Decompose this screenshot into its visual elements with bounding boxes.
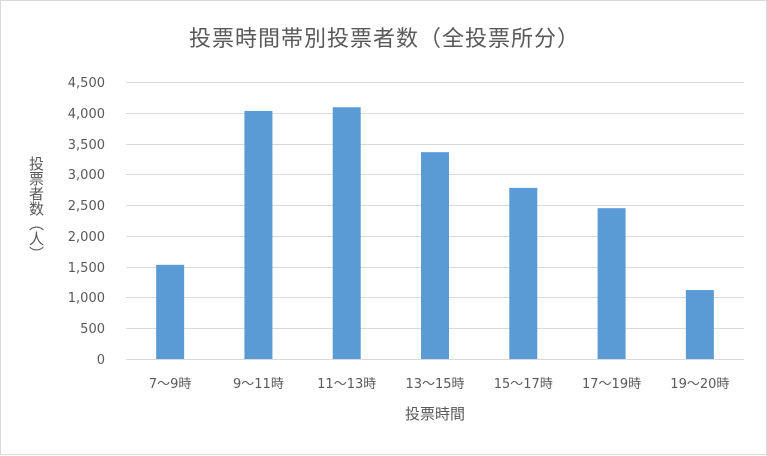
y-tick-label: 3,000	[68, 168, 105, 183]
x-tick-label: 7～9時	[149, 377, 192, 392]
bar	[421, 152, 449, 359]
y-tick-label: 1,000	[68, 291, 105, 306]
y-axis-label: 投票者数（人）	[27, 156, 45, 261]
x-tick-label: 19～20時	[670, 377, 729, 392]
x-tick-label: 15～17時	[494, 377, 553, 392]
x-tick-label: 11～13時	[317, 377, 376, 392]
chart-title: 投票時間帯別投票者数（全投票所分）	[188, 27, 580, 52]
x-tick-label: 9～11時	[233, 377, 284, 392]
bar	[244, 110, 273, 359]
y-tick-label: 500	[80, 322, 105, 337]
x-axis-label: 投票時間	[404, 405, 465, 423]
bar	[685, 290, 714, 359]
y-tick-label: 2,000	[68, 230, 105, 245]
y-tick-label: 3,500	[68, 138, 105, 153]
y-tick-label: 4,000	[68, 107, 105, 122]
bar	[509, 187, 538, 359]
y-tick-label: 2,500	[68, 199, 105, 214]
y-tick-label: 4,500	[68, 76, 105, 91]
y-tick-label: 1,500	[68, 261, 105, 276]
y-tick-label: 0	[97, 353, 105, 368]
bar	[597, 208, 626, 359]
bar	[332, 107, 361, 359]
x-tick-label: 17～19時	[582, 377, 641, 392]
x-tick-label: 13～15時	[405, 377, 464, 392]
bar	[156, 264, 185, 359]
